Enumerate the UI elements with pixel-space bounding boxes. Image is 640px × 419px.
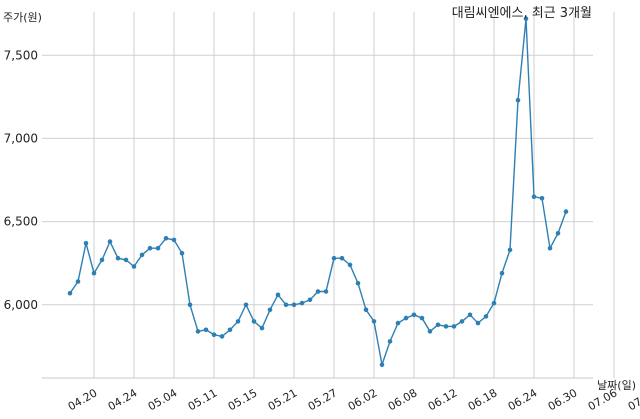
horizontal-gridlines [42,54,593,306]
data-point [211,332,217,338]
data-point [499,270,505,276]
data-point [387,339,393,344]
x-tick-label: 05.21 [266,386,300,413]
data-point [243,302,249,308]
data-point [179,250,185,256]
data-point [483,314,489,319]
data-point [115,255,121,261]
data-point [475,320,481,326]
data-point [83,240,89,246]
y-tick-label: 6,000 [4,298,38,312]
data-point [531,194,537,199]
data-point [379,362,385,368]
data-point [395,320,401,326]
data-point [459,319,465,324]
data-point [443,324,449,329]
data-point [515,97,521,103]
data-point [139,252,145,258]
price-series-line [69,18,567,368]
x-tick-label: 05.04 [146,386,180,413]
x-tick-label: 04.24 [106,386,140,413]
data-point [275,292,281,298]
data-point [131,264,137,269]
x-tick-label: 06.30 [546,386,580,413]
data-point [283,302,289,308]
data-point [227,327,233,333]
data-point [99,257,105,263]
data-point [299,300,305,306]
y-tick-labels: 6,000 6,500 7,000 7,500 [4,48,38,312]
data-point [427,329,433,334]
y-tick-label: 7,000 [4,131,38,145]
data-point [203,327,209,333]
data-point [339,255,345,261]
x-tick-label: 06.02 [346,386,380,413]
data-point [403,315,409,321]
data-point [155,245,161,251]
data-point [507,247,513,253]
x-tick-label: 06.18 [466,386,500,413]
data-point [195,329,201,334]
data-point [323,289,329,294]
data-point [363,307,369,313]
data-point [547,245,553,251]
data-point [491,300,497,306]
data-point [371,319,377,324]
x-tick-labels: 04.20 04.24 05.04 05.11 05.15 05.21 05.27 06.02… [66,386,640,413]
vertical-gridlines [93,12,615,378]
x-tick-label: 05.15 [226,386,260,413]
data-point [267,307,273,313]
data-point [67,290,73,296]
data-point [467,312,473,318]
y-axis-label: 주가(원) [3,11,42,24]
y-tick-label: 7,500 [4,48,38,62]
x-tick-label: 04.20 [66,386,100,413]
x-tick-label: 06.12 [426,386,460,413]
data-point [347,262,353,268]
data-point [187,302,193,308]
data-point [419,315,425,321]
price-data-points [67,16,569,368]
data-point [235,319,241,324]
x-tick-label: 06.08 [386,386,420,413]
data-point [123,257,129,263]
data-point [291,302,297,308]
data-point [451,324,457,329]
x-tick-label: 05.11 [186,386,220,413]
y-tick-label: 6,500 [4,215,38,229]
data-point [307,297,313,303]
data-point [147,245,153,251]
data-point [411,312,417,318]
data-point [435,322,441,328]
data-point [523,16,529,22]
data-point [75,279,81,284]
data-point [331,255,337,261]
x-tick-label: 05.27 [306,386,340,413]
data-point [259,325,265,331]
data-point [171,237,177,243]
data-point [315,289,321,294]
data-point [539,196,545,201]
data-point [219,334,225,339]
x-tick-label: 06.24 [506,386,540,413]
x-axis-label: 날짜(일) [597,378,636,392]
data-point [555,231,561,236]
data-point [163,236,169,241]
data-point [107,239,113,244]
data-point [563,209,569,214]
data-point [91,270,97,276]
chart-title: 대림씨엔에스, 최근 3개월 [452,6,592,21]
data-point [251,319,257,324]
data-point [355,280,361,286]
